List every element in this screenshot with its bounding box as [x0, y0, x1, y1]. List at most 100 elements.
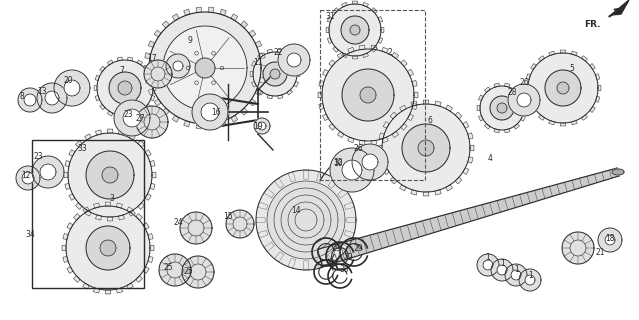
- Polygon shape: [102, 167, 118, 183]
- Polygon shape: [323, 114, 328, 121]
- Polygon shape: [419, 221, 426, 236]
- Polygon shape: [94, 85, 97, 91]
- Polygon shape: [82, 283, 89, 289]
- Polygon shape: [117, 115, 122, 119]
- Polygon shape: [449, 213, 456, 227]
- Polygon shape: [358, 237, 367, 254]
- Polygon shape: [150, 183, 155, 189]
- Polygon shape: [435, 190, 441, 195]
- Polygon shape: [85, 134, 91, 140]
- Polygon shape: [297, 71, 300, 76]
- Polygon shape: [501, 199, 508, 211]
- Polygon shape: [471, 207, 478, 220]
- Polygon shape: [64, 80, 80, 96]
- Polygon shape: [587, 175, 593, 185]
- Text: 26: 26: [519, 77, 529, 86]
- Polygon shape: [259, 77, 265, 83]
- Polygon shape: [250, 71, 253, 76]
- Polygon shape: [148, 89, 155, 95]
- Polygon shape: [613, 168, 619, 177]
- Polygon shape: [549, 51, 555, 56]
- Polygon shape: [414, 92, 418, 98]
- Polygon shape: [479, 205, 486, 218]
- Polygon shape: [267, 181, 345, 259]
- Polygon shape: [100, 104, 105, 110]
- Polygon shape: [401, 124, 407, 130]
- Polygon shape: [329, 4, 381, 56]
- Polygon shape: [73, 276, 80, 282]
- Text: 3: 3: [109, 194, 114, 203]
- Polygon shape: [612, 169, 624, 175]
- Polygon shape: [93, 288, 100, 293]
- Polygon shape: [18, 88, 42, 112]
- Polygon shape: [328, 245, 337, 263]
- Text: 9: 9: [188, 36, 192, 44]
- Polygon shape: [128, 115, 133, 119]
- Polygon shape: [538, 188, 545, 200]
- Polygon shape: [383, 122, 389, 128]
- Polygon shape: [528, 53, 598, 123]
- Polygon shape: [173, 61, 183, 71]
- Polygon shape: [400, 226, 408, 242]
- Polygon shape: [560, 50, 566, 53]
- Polygon shape: [557, 183, 564, 194]
- Polygon shape: [418, 140, 434, 156]
- Polygon shape: [596, 74, 600, 80]
- Polygon shape: [497, 265, 507, 275]
- Text: 24: 24: [173, 218, 183, 227]
- Polygon shape: [86, 151, 134, 199]
- Polygon shape: [294, 61, 298, 67]
- Polygon shape: [523, 193, 530, 204]
- Polygon shape: [255, 89, 262, 95]
- Text: 10: 10: [333, 158, 343, 167]
- Bar: [320, 10, 425, 180]
- Polygon shape: [452, 212, 459, 226]
- Polygon shape: [590, 107, 596, 112]
- Polygon shape: [107, 129, 112, 133]
- Polygon shape: [561, 182, 567, 193]
- Polygon shape: [159, 254, 191, 286]
- Polygon shape: [467, 208, 475, 221]
- Polygon shape: [430, 218, 438, 233]
- Polygon shape: [95, 95, 100, 101]
- Text: 28: 28: [507, 87, 517, 97]
- Text: 33: 33: [77, 143, 87, 153]
- Polygon shape: [196, 124, 201, 129]
- Polygon shape: [399, 185, 406, 191]
- Polygon shape: [150, 75, 155, 81]
- Text: 14: 14: [291, 205, 301, 214]
- Polygon shape: [32, 156, 64, 188]
- Polygon shape: [494, 83, 499, 87]
- Polygon shape: [138, 140, 144, 147]
- Text: 30: 30: [325, 260, 335, 268]
- Polygon shape: [404, 225, 412, 241]
- Polygon shape: [470, 145, 474, 151]
- Polygon shape: [75, 140, 82, 147]
- Polygon shape: [145, 194, 151, 200]
- Polygon shape: [318, 248, 326, 267]
- Polygon shape: [362, 236, 371, 253]
- Polygon shape: [508, 84, 540, 116]
- Polygon shape: [274, 188, 338, 252]
- Text: FR.: FR.: [585, 20, 601, 29]
- Text: 15: 15: [223, 212, 233, 220]
- Polygon shape: [511, 270, 521, 280]
- Polygon shape: [184, 9, 190, 15]
- Polygon shape: [576, 178, 582, 188]
- Polygon shape: [480, 86, 524, 130]
- Polygon shape: [249, 99, 256, 106]
- Polygon shape: [353, 1, 358, 4]
- Text: 19: 19: [253, 122, 263, 131]
- Polygon shape: [82, 207, 89, 213]
- Polygon shape: [116, 203, 123, 208]
- Polygon shape: [527, 191, 534, 203]
- Polygon shape: [253, 52, 297, 96]
- Polygon shape: [231, 14, 238, 21]
- Polygon shape: [24, 94, 36, 106]
- Polygon shape: [598, 85, 601, 91]
- Polygon shape: [152, 172, 156, 178]
- Text: 29: 29: [343, 253, 353, 262]
- Polygon shape: [319, 104, 324, 109]
- Polygon shape: [67, 223, 73, 229]
- Polygon shape: [446, 105, 452, 111]
